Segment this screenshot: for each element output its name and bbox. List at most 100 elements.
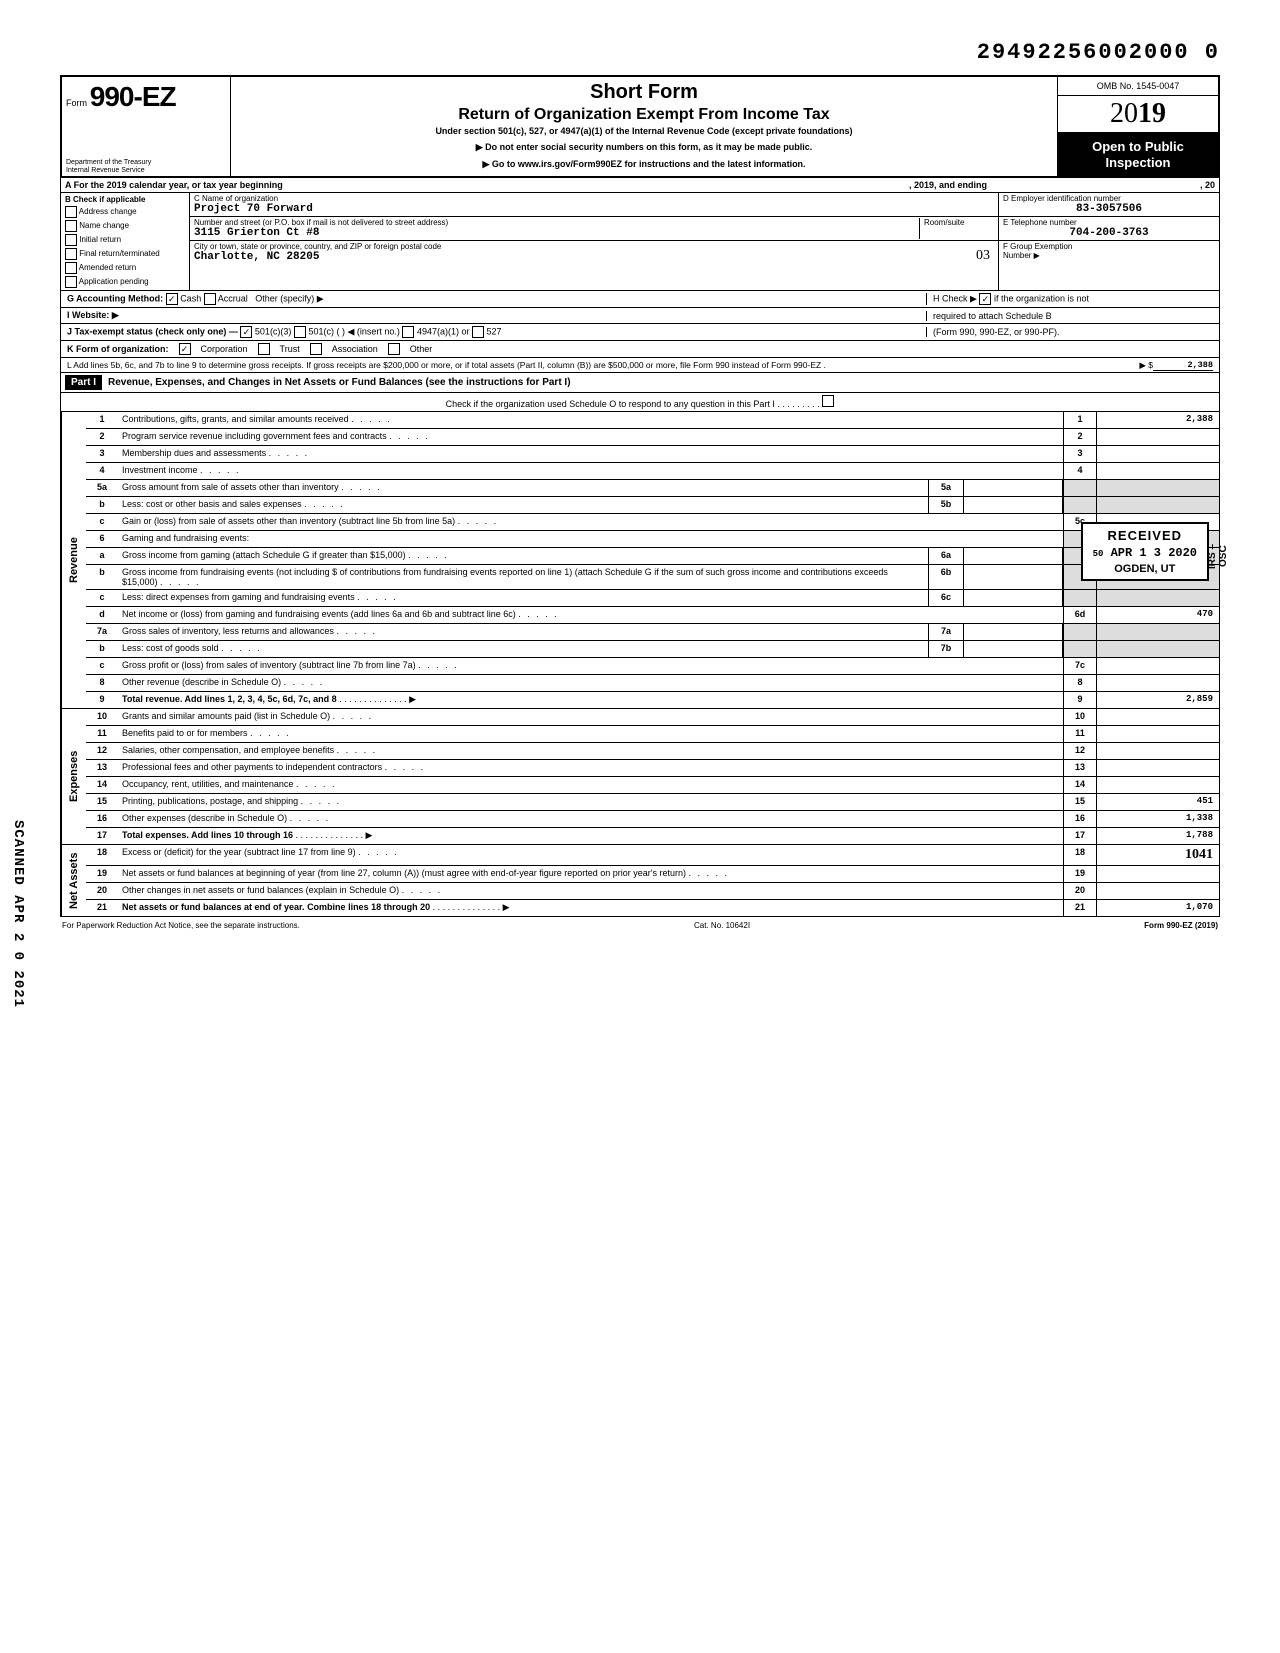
line-desc: Total revenue. Add lines 1, 2, 3, 4, 5c,…	[118, 692, 1063, 708]
dept-irs: Internal Revenue Service	[66, 167, 151, 175]
rval-shaded	[1096, 590, 1219, 606]
chk-address-change[interactable]	[65, 206, 77, 218]
line-num: a	[86, 548, 118, 564]
mid-val[interactable]	[964, 624, 1063, 640]
rval[interactable]: 2,859	[1096, 692, 1219, 708]
chk-name-change[interactable]	[65, 220, 77, 232]
line-4: 4Investment income . . . . .4	[86, 463, 1219, 480]
rval-shaded	[1096, 497, 1219, 513]
mid-val[interactable]	[964, 548, 1063, 564]
line-num: 4	[86, 463, 118, 479]
year-prefix: 20	[1110, 98, 1138, 129]
chk-h[interactable]: ✓	[979, 293, 991, 305]
rval[interactable]: 2,388	[1096, 412, 1219, 428]
rnum: 12	[1063, 743, 1096, 759]
col-d-ids: D Employer identification number 83-3057…	[999, 193, 1219, 290]
h-line2: required to attach Schedule B	[926, 311, 1213, 321]
line-num: 12	[86, 743, 118, 759]
chk-initial-return[interactable]	[65, 234, 77, 246]
i-label: I Website: ▶	[67, 310, 119, 320]
mid-val[interactable]	[964, 590, 1063, 606]
expenses-section: Expenses 10Grants and similar amounts pa…	[60, 709, 1220, 845]
handwritten-03: 03	[976, 248, 990, 264]
line-6: 6Gaming and fundraising events:	[86, 531, 1219, 548]
chk-assoc[interactable]	[310, 343, 322, 355]
line-7a: 7aGross sales of inventory, less returns…	[86, 624, 1219, 641]
mid-val[interactable]	[964, 565, 1063, 589]
rval[interactable]	[1096, 726, 1219, 742]
row-a-left: A For the 2019 calendar year, or tax yea…	[61, 178, 905, 192]
line-num: 16	[86, 811, 118, 827]
mid-val[interactable]	[964, 480, 1063, 496]
chk-schedule-o[interactable]	[822, 395, 834, 407]
col-c-org: C Name of organization Project 70 Forwar…	[190, 193, 999, 290]
rval[interactable]	[1096, 675, 1219, 691]
j-4947: 4947(a)(1) or	[417, 327, 470, 337]
rval[interactable]: 1,788	[1096, 828, 1219, 844]
part1-check-row: Check if the organization used Schedule …	[60, 393, 1220, 412]
rnum: 18	[1063, 845, 1096, 865]
c-street-label: Number and street (or P.O. box if mail i…	[194, 218, 919, 227]
chk-other-org[interactable]	[388, 343, 400, 355]
rval[interactable]	[1096, 866, 1219, 882]
chk-501c[interactable]	[294, 326, 306, 338]
line-num: c	[86, 590, 118, 606]
side-revenue: Revenue	[61, 412, 86, 708]
org-city: Charlotte, NC 28205	[194, 251, 994, 263]
g-other: Other (specify) ▶	[255, 294, 323, 304]
rnum: 11	[1063, 726, 1096, 742]
stamp-received: RECEIVED	[1093, 528, 1197, 543]
chk-4947[interactable]	[402, 326, 414, 338]
row-a-mid: , 2019, and ending	[905, 178, 991, 192]
line-desc: Membership dues and assessments . . . . …	[118, 446, 1063, 462]
mid-val[interactable]	[964, 497, 1063, 513]
rval[interactable]: 451	[1096, 794, 1219, 810]
part1-header-row: Part I Revenue, Expenses, and Changes in…	[60, 373, 1220, 393]
line-desc: Other expenses (describe in Schedule O) …	[118, 811, 1063, 827]
d-ein-label: D Employer identification number	[1003, 194, 1215, 203]
chk-trust[interactable]	[258, 343, 270, 355]
line-3: 3Membership dues and assessments . . . .…	[86, 446, 1219, 463]
rval[interactable]	[1096, 446, 1219, 462]
rval[interactable]: 1041	[1096, 845, 1219, 865]
line-num: 7a	[86, 624, 118, 640]
header-center: Short Form Return of Organization Exempt…	[231, 77, 1058, 176]
rval[interactable]	[1096, 463, 1219, 479]
rval[interactable]	[1096, 883, 1219, 899]
chk-cash[interactable]: ✓	[166, 293, 178, 305]
line-desc: Gross amount from sale of assets other t…	[118, 480, 928, 496]
chk-527[interactable]	[472, 326, 484, 338]
line-desc: Total expenses. Add lines 10 through 16 …	[118, 828, 1063, 844]
omb-number: OMB No. 1545-0047	[1058, 77, 1218, 96]
rval[interactable]	[1096, 743, 1219, 759]
chk-accrual[interactable]	[204, 293, 216, 305]
rval[interactable]	[1096, 709, 1219, 725]
rnum: 9	[1063, 692, 1096, 708]
mid-num: 7a	[928, 624, 964, 640]
mid-val[interactable]	[964, 641, 1063, 657]
org-street: 3115 Grierton Ct #8	[194, 227, 919, 239]
rnum-shaded	[1063, 624, 1096, 640]
page-footer: For Paperwork Reduction Act Notice, see …	[60, 917, 1220, 934]
rval[interactable]	[1096, 429, 1219, 445]
rnum: 21	[1063, 900, 1096, 916]
chk-501c3[interactable]: ✓	[240, 326, 252, 338]
scanned-stamp: SCANNED APR 2 0 2021	[10, 820, 26, 1008]
chk-final-return[interactable]	[65, 248, 77, 260]
rval[interactable]: 1,070	[1096, 900, 1219, 916]
chk-corp[interactable]: ✓	[179, 343, 191, 355]
rval[interactable]	[1096, 760, 1219, 776]
rval[interactable]	[1096, 777, 1219, 793]
chk-app-pending[interactable]	[65, 276, 77, 288]
rval[interactable]: 470	[1096, 607, 1219, 623]
line-desc: Excess or (deficit) for the year (subtra…	[118, 845, 1063, 865]
rval[interactable]	[1096, 658, 1219, 674]
rval[interactable]: 1,338	[1096, 811, 1219, 827]
line-num: 5a	[86, 480, 118, 496]
opt-name: Name change	[79, 221, 129, 230]
line-c: cGross profit or (loss) from sales of in…	[86, 658, 1219, 675]
line-desc: Other revenue (describe in Schedule O) .…	[118, 675, 1063, 691]
line-b: bGross income from fundraising events (n…	[86, 565, 1219, 590]
chk-amended[interactable]	[65, 262, 77, 274]
line-num: 1	[86, 412, 118, 428]
